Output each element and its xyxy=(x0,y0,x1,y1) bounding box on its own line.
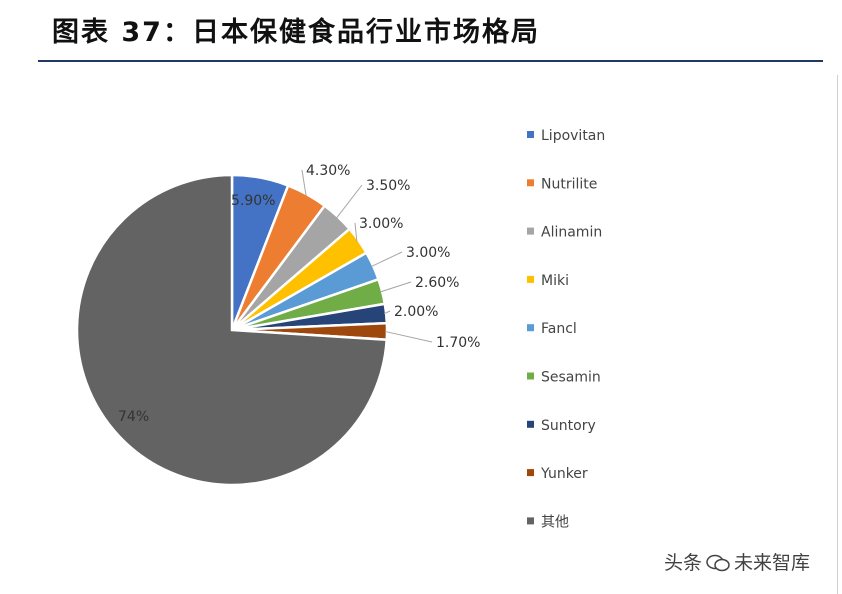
legend-swatch-3 xyxy=(527,275,534,283)
leader-line-1 xyxy=(301,169,307,197)
data-label-5: 2.60% xyxy=(415,275,459,291)
watermark-prefix: 头条 xyxy=(664,552,703,574)
legend-swatch-4 xyxy=(527,324,534,332)
leader-line-4 xyxy=(371,251,403,268)
legend-entry-8: 其他 xyxy=(541,514,569,530)
legend-entry-3: Miki xyxy=(541,273,569,289)
legend-entry-1: Nutrilite xyxy=(541,176,597,192)
legend-swatch-8 xyxy=(527,517,534,525)
legend-entry-6: Suntory xyxy=(541,418,596,434)
legend-entry-2: Alinamin xyxy=(541,225,602,241)
chart-frame-edge xyxy=(837,75,838,594)
legend-swatch-1 xyxy=(527,179,534,187)
legend-swatch-0 xyxy=(527,131,534,138)
legend-swatch-5 xyxy=(527,372,534,380)
leader-line-3 xyxy=(354,222,358,242)
leader-line-6 xyxy=(383,310,391,315)
legend: Lipovitan Nutrilite Alinamin Miki Fancl Sesam… xyxy=(527,128,605,530)
wechat-icon xyxy=(706,554,730,572)
data-label-6: 2.00% xyxy=(394,304,438,320)
legend-swatch-7 xyxy=(527,469,534,477)
watermark-suffix: 未来智库 xyxy=(734,552,811,574)
legend-swatch-6 xyxy=(527,420,534,428)
watermark: 头条 未来智库 xyxy=(664,548,810,575)
leader-line-7 xyxy=(384,330,433,343)
data-label-2: 3.50% xyxy=(366,178,410,194)
data-label-3: 3.00% xyxy=(359,216,403,232)
legend-entry-4: Fancl xyxy=(541,321,577,337)
slice-other xyxy=(75,173,389,487)
data-label-4: 3.00% xyxy=(406,245,450,261)
legend-entry-0: Lipovitan xyxy=(541,128,605,144)
leader-line-5 xyxy=(380,281,412,293)
chart-title: 图表 37：日本保健食品行业市场格局 xyxy=(52,17,540,48)
legend-swatch-2 xyxy=(527,227,534,235)
data-label-7: 1.70% xyxy=(436,335,480,351)
legend-entry-5: Sesamin xyxy=(541,370,601,386)
label-leader-lines xyxy=(301,169,433,343)
title-divider xyxy=(38,60,823,62)
data-label-1: 4.30% xyxy=(306,163,350,179)
pie-slices xyxy=(75,173,389,487)
data-labels: 5.90% 4.30% 3.50% 3.00%3.00% 2.60% 2.00% 1.70%… xyxy=(118,163,480,425)
data-label-8: 74% xyxy=(118,409,149,425)
data-label-0: 5.90% xyxy=(231,193,275,209)
legend-entry-7: Yunker xyxy=(540,466,588,482)
leader-line-2 xyxy=(335,184,363,219)
